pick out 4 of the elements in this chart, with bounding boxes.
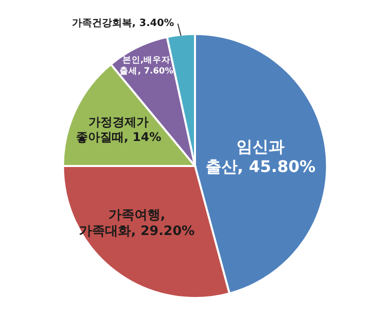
slice-label: 가족건강회복, 3.40%: [71, 18, 175, 30]
slice-label: 임신과 출산, 45.80%: [204, 137, 317, 178]
slice-label: 본인,배우자 출세, 7.60%: [118, 56, 174, 77]
slice-label: 가정경제가 좋아질때, 14%: [74, 115, 162, 146]
